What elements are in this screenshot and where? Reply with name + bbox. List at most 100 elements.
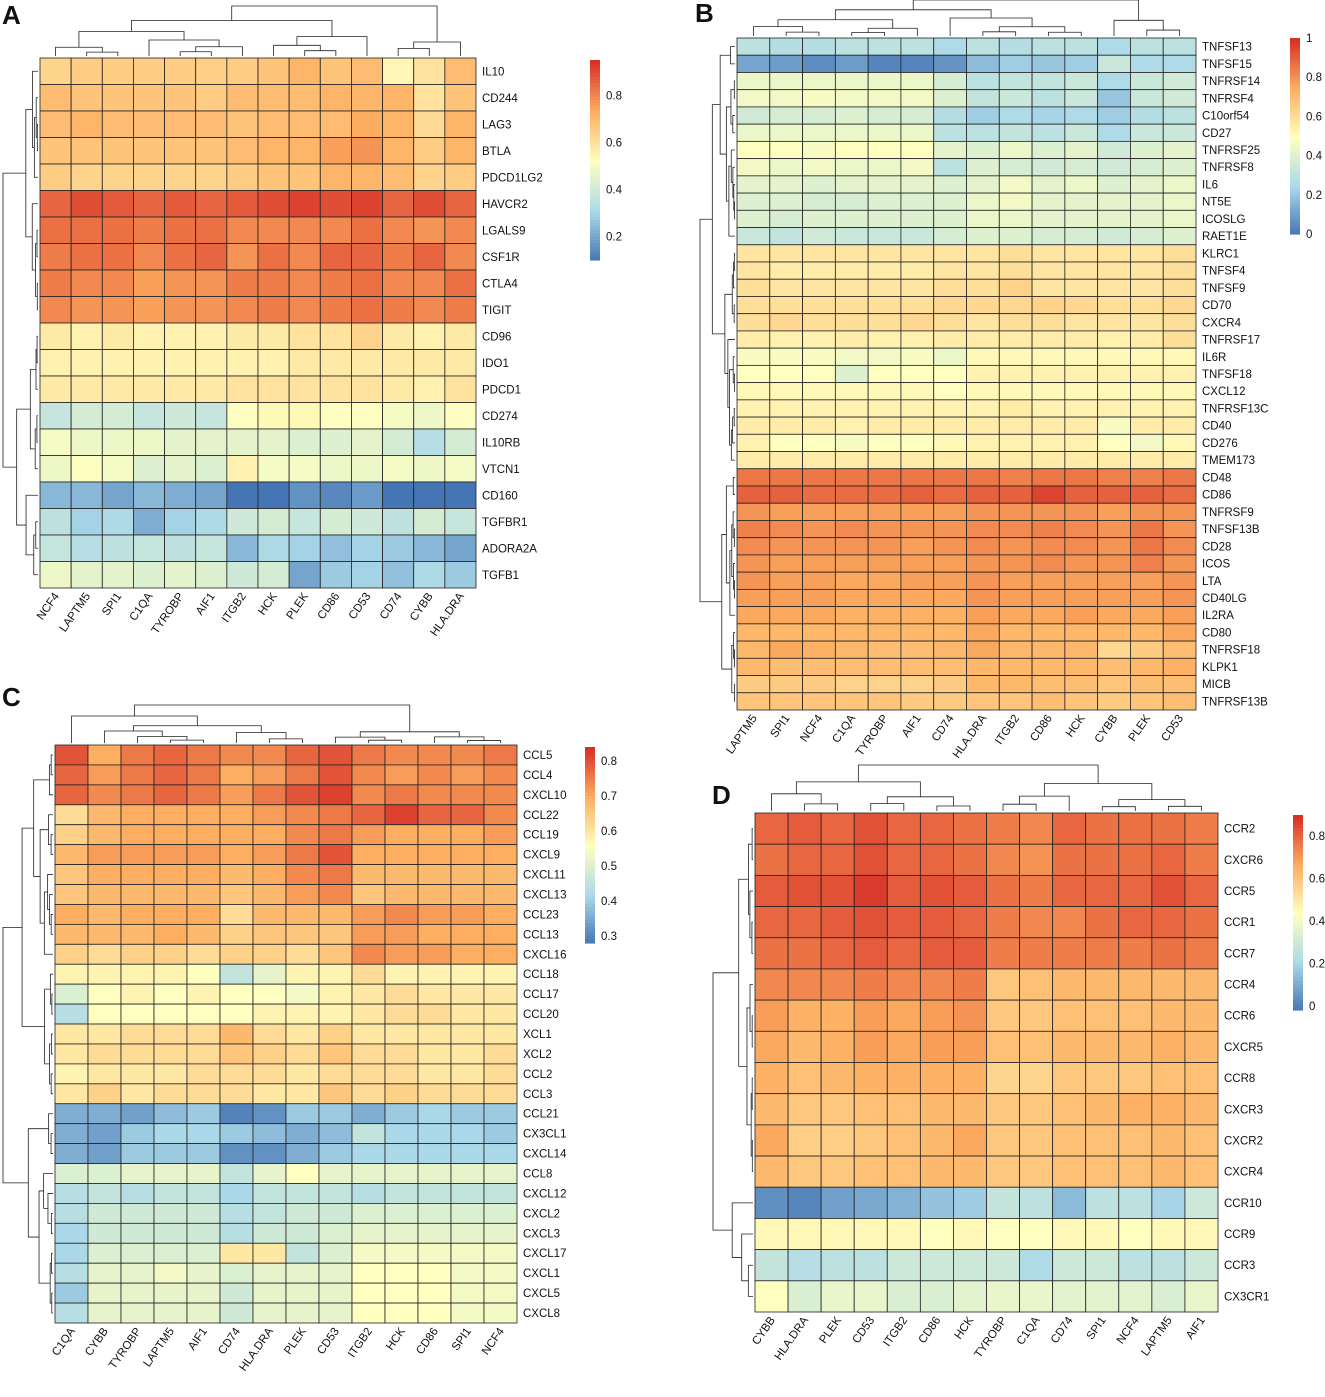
legend-swatch <box>1293 834 1303 839</box>
heatmap-cell <box>754 1218 789 1251</box>
heatmap-cell <box>39 428 72 456</box>
heatmap-cell <box>1130 382 1164 401</box>
heatmap-cell <box>164 110 197 138</box>
row-label: TNFSF15 <box>1202 59 1252 71</box>
heatmap-cell <box>101 455 134 483</box>
heatmap-cell <box>867 433 902 452</box>
legend-swatch <box>590 70 600 74</box>
heatmap-cell <box>1162 89 1197 108</box>
heatmap-cell <box>953 843 987 876</box>
heatmap-cell <box>351 57 383 85</box>
legend-swatch <box>1290 217 1300 222</box>
heatmap-cell <box>483 784 518 806</box>
heatmap-cell <box>998 623 1033 642</box>
heatmap-cell <box>252 1143 287 1164</box>
heatmap-cell <box>195 84 228 112</box>
heatmap-cell <box>933 37 967 56</box>
column-label: HLA.DRA <box>951 713 990 761</box>
heatmap-cell <box>153 1043 188 1065</box>
heatmap-cell <box>319 163 352 191</box>
dendrogram-branch <box>733 261 735 289</box>
heatmap-cell <box>285 1302 320 1324</box>
heatmap-cell <box>444 216 477 244</box>
heatmap-cell <box>1130 364 1164 384</box>
heatmap-cell <box>1064 588 1099 608</box>
heatmap-cell <box>285 1123 320 1145</box>
heatmap-cell <box>101 84 134 112</box>
heatmap-cell <box>318 1143 353 1164</box>
heatmap-cell <box>288 534 321 562</box>
heatmap-cell <box>186 1183 221 1204</box>
heatmap-cell <box>133 375 165 403</box>
heatmap-cell <box>834 451 869 470</box>
heatmap-cell <box>351 864 386 885</box>
heatmap-cell <box>384 1282 419 1304</box>
heatmap-cell <box>252 1083 287 1105</box>
heatmap-cell <box>120 923 155 945</box>
heatmap-cell <box>101 375 134 403</box>
heatmap-cell <box>966 364 1000 384</box>
heatmap-cell <box>1052 812 1087 845</box>
heatmap-cell <box>769 571 803 590</box>
legend-swatch <box>590 206 600 211</box>
legend-tick-label: 0.6 <box>1309 874 1325 886</box>
heatmap-cell <box>444 402 477 430</box>
heatmap-cell <box>736 502 771 521</box>
dendrogram-branch <box>86 51 119 56</box>
heatmap-cell <box>754 906 789 939</box>
heatmap-cell <box>802 313 836 332</box>
legend-swatch <box>1290 155 1300 160</box>
heatmap-cell <box>164 349 197 377</box>
heatmap-cell <box>736 640 771 659</box>
heatmap-cell <box>483 884 518 905</box>
heatmap-cell <box>384 844 419 865</box>
heatmap-cell <box>986 906 1020 939</box>
heatmap-cell <box>802 140 836 160</box>
heatmap-cell <box>351 375 383 403</box>
heatmap-cell <box>186 1203 221 1224</box>
heatmap-cell <box>966 227 1000 246</box>
heatmap-cell <box>919 968 954 1001</box>
heatmap-cell <box>288 110 321 138</box>
heatmap-cell <box>1052 1155 1087 1188</box>
dendrogram-branch <box>78 31 185 48</box>
heatmap-cell <box>120 1123 155 1145</box>
heatmap-cell <box>834 89 869 108</box>
heatmap-cell <box>226 402 259 430</box>
heatmap-cell <box>417 1083 452 1105</box>
heatmap-cell <box>351 1023 386 1045</box>
heatmap-cell <box>1130 244 1164 263</box>
heatmap-cell <box>120 1003 155 1025</box>
heatmap-cell <box>900 399 935 418</box>
heatmap-cell <box>867 278 902 297</box>
row-label: TNFSF13 <box>1202 42 1252 54</box>
dendrogram-branch <box>777 19 894 29</box>
heatmap-cell <box>133 296 165 324</box>
legend-swatch <box>1293 980 1303 985</box>
legend-swatch <box>1293 886 1303 891</box>
heatmap-cell <box>802 571 836 590</box>
heatmap-cell <box>1064 606 1099 625</box>
heatmap-cell <box>483 1183 518 1204</box>
dendrogram-branch <box>104 730 163 743</box>
heatmap-cell <box>1031 209 1066 228</box>
heatmap-cell <box>164 57 197 85</box>
heatmap-cell <box>153 1262 188 1284</box>
legend-swatch <box>590 110 600 114</box>
column-label: CD53 <box>1159 713 1186 744</box>
heatmap-cell <box>1118 937 1153 970</box>
dendrogram-branch <box>236 732 287 743</box>
heatmap-cell <box>867 227 902 246</box>
heatmap-cell <box>186 1143 221 1164</box>
heatmap-cell <box>1162 175 1197 194</box>
heatmap-cell <box>1151 1030 1186 1063</box>
heatmap-cell <box>195 137 228 165</box>
panel-c: CCCL5CCL4CXCL10CCL22CCL19CXCL9CXCL11CXCL… <box>2 682 618 1374</box>
heatmap-cell <box>164 137 197 165</box>
heatmap-cell <box>153 1023 188 1045</box>
row-label: CXCR6 <box>1224 855 1263 867</box>
heatmap-cell <box>867 571 902 590</box>
legend-swatch <box>585 929 595 934</box>
heatmap-cell <box>252 1282 287 1304</box>
heatmap-cell <box>834 54 869 73</box>
